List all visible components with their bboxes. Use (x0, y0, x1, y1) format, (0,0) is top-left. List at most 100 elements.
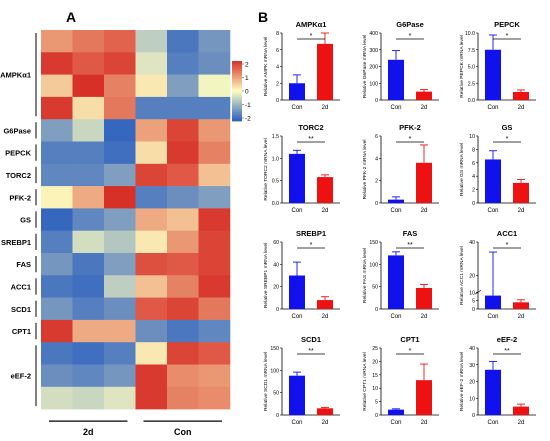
y-axis-label: Relative CPT1 mRNA level (362, 352, 368, 410)
heatmap-cell (72, 52, 105, 75)
x-tick-label: 2d (322, 420, 329, 426)
y-axis-label: Relative PFK-2 mRNA level (362, 140, 368, 200)
y-tick-label: 5.0 (468, 65, 475, 71)
panel-title: eEF-2 (497, 335, 517, 344)
heatmap-cell (135, 230, 168, 254)
heatmap-cell (41, 141, 73, 165)
heatmap-cell (167, 364, 199, 388)
bar (513, 91, 529, 100)
y-tick-label: 0.0 (272, 201, 279, 207)
heatmap-cell (167, 141, 199, 165)
colorbar-step (232, 71, 242, 74)
x-tick-label: Con (487, 208, 498, 214)
colorbar-step (232, 62, 242, 65)
heatmap-cell (72, 319, 105, 343)
y-tick-label: 400 (369, 31, 378, 37)
colorbar-step (232, 109, 242, 111)
colorbar-step (232, 61, 242, 63)
heatmap-cell (104, 275, 136, 298)
y-tick-label: 0 (472, 307, 475, 313)
y-tick-label: 300 (369, 48, 378, 54)
heatmap-cell (135, 208, 168, 231)
heatmap-cell (198, 96, 231, 120)
y-tick-label: 5 (472, 299, 475, 305)
heatmap-cell (135, 386, 168, 410)
y-tick-label: 10 (372, 386, 378, 392)
heatmap-cell (198, 297, 231, 321)
heatmap-cell (167, 297, 199, 321)
bar (416, 91, 432, 100)
colorbar-step (232, 70, 242, 72)
heatmap-cell (135, 96, 168, 120)
heatmap-cell (72, 364, 105, 388)
y-axis-label: Relative TORC2 mRNA level (263, 138, 269, 200)
x-tick-label: 2d (518, 420, 525, 426)
row-label: AMPKα1 (0, 71, 31, 80)
bar (289, 375, 305, 415)
y-tick-label: 0 (375, 307, 378, 313)
row-label: SCD1 (11, 305, 31, 314)
panel-title: FAS (403, 229, 418, 238)
panel-title: G6Pase (396, 20, 424, 29)
colorbar-step (232, 97, 242, 99)
heatmap-cell (72, 186, 105, 209)
x-tick-label: Con (390, 420, 401, 426)
x-tick-label: 2d (421, 208, 428, 214)
x-tick-label: Con (487, 420, 498, 426)
panel-title: PEPCK (494, 20, 520, 29)
heatmap-cell (72, 386, 105, 410)
y-tick-label: 25 (372, 346, 378, 352)
heatmap-cell (135, 297, 168, 321)
y-tick-label: 0 (375, 98, 378, 104)
panel-title: PFK-2 (399, 123, 421, 132)
significance-label: * (506, 242, 509, 249)
y-tick-label: 15 (372, 373, 378, 379)
panel-b-label: B (258, 9, 268, 25)
x-tick-label: Con (487, 105, 498, 111)
heatmap-cell (41, 230, 73, 254)
y-tick-label: 10 (469, 134, 475, 140)
heatmap-cell (41, 163, 73, 187)
panel-title: ACC1 (497, 229, 517, 238)
colorbar-step (232, 112, 242, 114)
panel-title: SCD1 (301, 335, 321, 344)
bar (388, 255, 404, 309)
heatmap-cell (135, 275, 168, 298)
colorbar-step (232, 100, 242, 102)
row-label: ACC1 (11, 282, 31, 291)
significance-label: * (409, 33, 412, 40)
heatmap-cell (41, 30, 73, 53)
bar (289, 83, 305, 100)
colorbar-step (232, 94, 242, 96)
heatmap-cell (72, 275, 105, 298)
heatmap-cell (198, 186, 231, 209)
y-axis-label: Relative FAS mRNA level (362, 248, 368, 303)
heatmap-cell (198, 275, 231, 298)
y-tick-label: 4 (276, 65, 279, 71)
bar-panel: ACC1 0 5 10 20 40 Relative ACC1 mRNA level Con 2… (459, 229, 536, 320)
bar (485, 295, 501, 309)
panel-a-label: A (66, 9, 76, 25)
bar (416, 288, 432, 309)
heatmap-cell (41, 74, 73, 98)
colorbar-step (232, 74, 242, 77)
colorbar-tick-label: 2 (245, 62, 249, 69)
significance-label: ** (308, 348, 314, 355)
heatmap-cell (72, 230, 105, 254)
heatmap-cell (41, 253, 73, 276)
colorbar-step (232, 113, 242, 116)
x-tick-label: 2d (322, 208, 329, 214)
heatmap-cell (167, 30, 199, 53)
colorbar-step (232, 77, 242, 80)
x-tick-label: 2d (421, 420, 428, 426)
panel-title: GS (502, 123, 513, 132)
y-tick-label: 5 (375, 400, 378, 406)
x-tick-label: Con (487, 314, 498, 320)
heatmap-cell (72, 96, 105, 120)
bar (317, 43, 333, 100)
bar (388, 59, 404, 100)
heatmap-cell (104, 186, 136, 209)
y-tick-label: 0 (276, 98, 279, 104)
colorbar-step (232, 98, 242, 101)
